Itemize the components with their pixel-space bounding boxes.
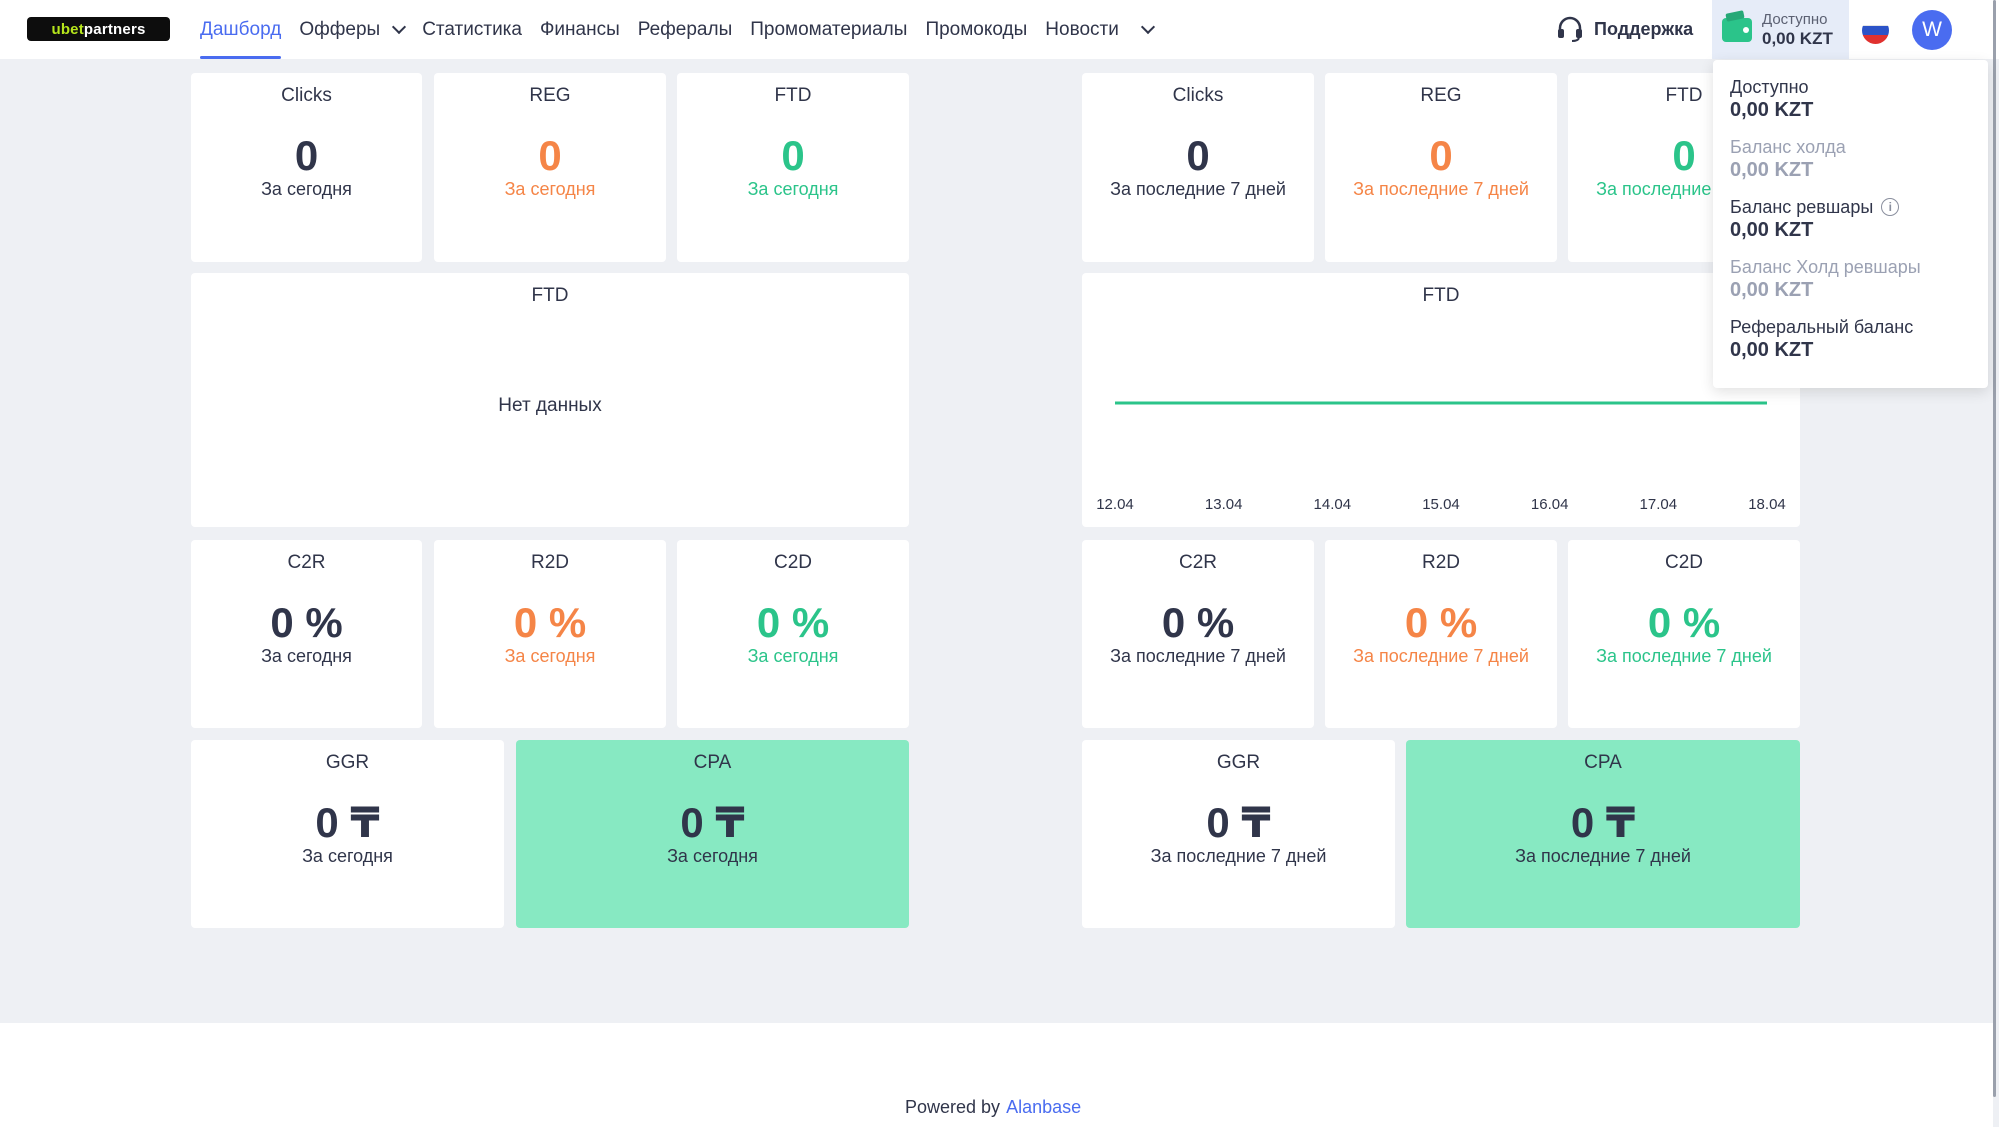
week-reg-card: REG 0 За последние 7 дней <box>1325 73 1557 262</box>
today-ggr-card: GGR 0 ₸ За сегодня <box>191 740 504 928</box>
nav-promocodes[interactable]: Промокоды <box>925 18 1028 40</box>
today-reg-card: REG 0 За сегодня <box>434 73 666 262</box>
balance-value: 0,00 KZT <box>1762 28 1833 48</box>
balance-row: Баланс ревшары i 0,00 KZT <box>1730 196 1988 243</box>
nav-statistics[interactable]: Статистика <box>422 18 522 40</box>
balance-label: Доступно <box>1762 10 1828 28</box>
balance-row-label: Доступно <box>1730 77 1809 97</box>
chevron-down-icon <box>392 19 407 34</box>
balance-row-label: Баланс Холд ревшары <box>1730 257 1921 277</box>
balance-row-label: Реферальный баланс <box>1730 317 1914 337</box>
today-c2d-card: C2D 0 % За сегодня <box>677 540 909 728</box>
x-tick-label: 14.04 <box>1314 496 1352 513</box>
balance-row: Реферальный баланс 0,00 KZT <box>1730 316 1988 363</box>
chart-title: FTD <box>1422 285 1460 306</box>
balance-row-value: 0,00 KZT <box>1730 339 1814 361</box>
week-c2r-card: C2R 0 % За последние 7 дней <box>1082 540 1314 728</box>
wallet-icon <box>1722 17 1752 42</box>
balance-dropdown: Доступно 0,00 KZT Баланс холда 0,00 KZT Бала… <box>1713 60 1988 388</box>
x-tick-label: 16.04 <box>1531 496 1569 513</box>
user-avatar[interactable]: W <box>1912 10 1952 50</box>
balance-row-value: 0,00 KZT <box>1730 219 1814 241</box>
today-c2r-card: C2R 0 % За сегодня <box>191 540 422 728</box>
support-link[interactable]: Поддержка <box>1556 14 1693 44</box>
x-tick-label: 18.04 <box>1748 496 1786 513</box>
alanbase-link[interactable]: Alanbase <box>1006 1097 1082 1117</box>
x-tick-label: 17.04 <box>1640 496 1678 513</box>
balance-row: Баланс холда 0,00 KZT <box>1730 136 1988 183</box>
headset-icon <box>1558 16 1582 42</box>
today-ftd-card: FTD 0 За сегодня <box>677 73 909 262</box>
no-data-message: Нет данных <box>498 395 602 416</box>
week-r2d-card: R2D 0 % За последние 7 дней <box>1325 540 1557 728</box>
ftd-line-chart: 12.04 13.04 14.04 15.04 16.04 17.04 18.04 <box>1096 401 1786 513</box>
week-c2d-card: C2D 0 % За последние 7 дней <box>1568 540 1800 728</box>
ubet-partners-logo[interactable]: ubet partners <box>27 17 170 41</box>
balance-row-value: 0,00 KZT <box>1730 99 1814 121</box>
week-cpa-card: CPA 0 ₸ За последние 7 дней <box>1406 740 1800 928</box>
today-clicks-card: Clicks 0 За сегодня <box>191 73 422 262</box>
balance-row-label: Баланс ревшары i <box>1730 196 1988 218</box>
main-nav: Дашборд Офферы Статистика Финансы Рефера… <box>200 0 1161 59</box>
balance-row-label: Баланс холда <box>1730 137 1846 157</box>
today-ftd-chart: FTD Нет данных <box>191 273 909 527</box>
scrollbar[interactable] <box>1993 0 1996 1097</box>
today-r2d-card: R2D 0 % За сегодня <box>434 540 666 728</box>
balance-row: Доступно 0,00 KZT <box>1730 76 1988 123</box>
x-tick-label: 13.04 <box>1205 496 1243 513</box>
today-cpa-card: CPA 0 ₸ За сегодня <box>516 740 909 928</box>
footer: Powered by Alanbase <box>0 1023 1993 1127</box>
week-clicks-card: Clicks 0 За последние 7 дней <box>1082 73 1314 262</box>
balance-row-value: 0,00 KZT <box>1730 159 1814 181</box>
nav-promo-materials[interactable]: Промоматериалы <box>750 18 908 40</box>
nav-referrals[interactable]: Рефералы <box>637 18 733 40</box>
x-tick-label: 15.04 <box>1422 496 1460 513</box>
balance-row-value: 0,00 KZT <box>1730 279 1814 301</box>
russian-flag-icon[interactable] <box>1862 17 1889 44</box>
balance-row: Баланс Холд ревшары 0,00 KZT <box>1730 256 1988 303</box>
chevron-down-icon <box>1140 19 1155 34</box>
top-header: ubet partners Дашборд Офферы Статистика … <box>0 0 1999 59</box>
nav-more-button[interactable] <box>1135 0 1161 59</box>
nav-dashboard[interactable]: Дашборд <box>200 0 282 59</box>
nav-offers[interactable]: Офферы <box>299 0 407 59</box>
week-ftd-chart: FTD 12.04 13.04 14.04 15.04 16.04 17.04 18.04 <box>1082 273 1800 527</box>
powered-by: Powered by Alanbase <box>905 1097 1082 1117</box>
balance-button[interactable]: Доступно 0,00 KZT <box>1712 0 1849 59</box>
x-tick-label: 12.04 <box>1096 496 1134 513</box>
nav-finances[interactable]: Финансы <box>539 18 620 40</box>
info-icon[interactable]: i <box>1881 198 1900 216</box>
nav-news[interactable]: Новости <box>1045 18 1119 40</box>
week-ggr-card: GGR 0 ₸ За последние 7 дней <box>1082 740 1395 928</box>
